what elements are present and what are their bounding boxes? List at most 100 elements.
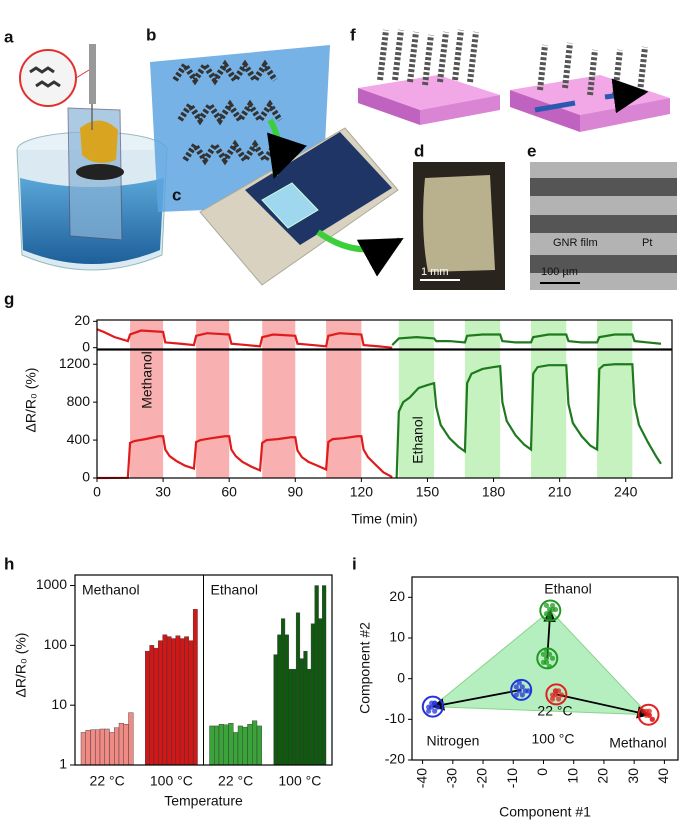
- point: [643, 712, 649, 718]
- bar: [128, 712, 134, 766]
- x-tick-label: 150: [416, 484, 440, 500]
- illustration-c: [199, 118, 404, 286]
- point: [435, 704, 441, 710]
- region: [431, 609, 650, 716]
- bar: [158, 640, 163, 766]
- bar: [284, 634, 289, 766]
- point: [426, 708, 432, 714]
- y-tick-label: 10: [389, 629, 405, 645]
- point: [556, 696, 562, 702]
- y-tick-label: 400: [67, 431, 91, 447]
- point: [646, 708, 652, 714]
- exposure-band: [464, 320, 501, 478]
- x-tick-label: -20: [474, 768, 490, 788]
- bar: [233, 732, 239, 766]
- bar: [171, 638, 176, 766]
- bar: [295, 612, 301, 766]
- y-tick-label: 0: [397, 669, 405, 685]
- point: [516, 688, 522, 694]
- y-axis-title: ΔR/R₀ (%): [13, 633, 29, 698]
- exposure-band: [597, 320, 633, 478]
- plot-frame: [96, 319, 673, 350]
- point: [543, 655, 550, 661]
- point: [432, 700, 438, 706]
- shift-arrow: [431, 688, 522, 711]
- x-axis-title: Temperature: [164, 793, 243, 809]
- exposure-band: [398, 320, 435, 478]
- y-tick-label: 10: [51, 696, 67, 712]
- bar: [214, 725, 220, 766]
- section-label: Ethanol: [211, 582, 258, 598]
- scale-bar-label: 1 mm: [421, 266, 449, 278]
- point: [543, 659, 550, 666]
- bar: [292, 668, 297, 766]
- point: [549, 606, 556, 613]
- cluster-label: Methanol: [609, 735, 667, 751]
- annotation: Ethanol: [410, 416, 426, 463]
- bar: [123, 724, 129, 766]
- point: [546, 663, 553, 670]
- point: [432, 708, 438, 714]
- x-tick-label: 100 °C: [150, 773, 193, 789]
- scale-bar-label: 100 µm: [541, 266, 578, 278]
- point: [540, 651, 547, 657]
- data-line: [395, 363, 662, 479]
- x-tick-label: -10: [504, 768, 520, 788]
- bar: [277, 634, 282, 766]
- film-label: GNR film: [553, 237, 598, 249]
- y-tick-label: 800: [67, 393, 91, 409]
- point: [549, 696, 556, 702]
- bar: [307, 668, 312, 766]
- exposure-band: [262, 320, 296, 478]
- point: [516, 680, 522, 686]
- y-tick-label: 100: [44, 636, 68, 652]
- x-tick-label: 0: [93, 484, 101, 500]
- x-tick-label: 180: [482, 484, 506, 500]
- y-tick-label: -10: [385, 710, 405, 726]
- point: [519, 692, 525, 698]
- bar: [114, 727, 120, 766]
- y-tick-label: 1200: [59, 355, 90, 371]
- electrode-label: Pt: [642, 237, 652, 249]
- y-tick-label: 0: [82, 338, 90, 354]
- y-tick-label: -20: [385, 751, 405, 767]
- bar: [145, 650, 150, 766]
- bar: [162, 634, 168, 766]
- bar: [314, 585, 319, 766]
- bar: [209, 725, 215, 766]
- data-line: [96, 328, 393, 349]
- cluster-ring: [539, 599, 562, 622]
- x-tick-label: 90: [287, 484, 303, 500]
- cluster-label: 22 °C: [537, 703, 572, 719]
- point: [525, 688, 531, 694]
- panel-label: e: [527, 141, 536, 160]
- point: [549, 655, 556, 661]
- point: [649, 716, 655, 722]
- x-tick-label: 40: [655, 768, 671, 784]
- bar: [80, 732, 86, 766]
- bar: [184, 636, 189, 766]
- x-tick-label: 240: [614, 484, 638, 500]
- cluster-label: 100 °C: [532, 731, 575, 747]
- bar: [179, 638, 185, 766]
- cluster-ring: [637, 703, 660, 726]
- bar: [99, 728, 105, 766]
- plot-frame: [411, 576, 679, 761]
- bar: [218, 724, 224, 766]
- y-tick-label: 0: [82, 469, 90, 485]
- x-tick-label: 0: [534, 768, 550, 776]
- x-tick-label: 22 °C: [218, 773, 253, 789]
- bar: [166, 636, 172, 766]
- bar: [149, 645, 155, 766]
- panel-label: f: [350, 25, 356, 44]
- bar: [256, 725, 262, 766]
- plot-frame: [74, 574, 333, 766]
- x-tick-label: 100 °C: [278, 773, 321, 789]
- point: [513, 684, 519, 690]
- x-tick-label: 30: [625, 768, 641, 784]
- point: [640, 708, 646, 714]
- bar: [192, 609, 198, 766]
- panel-label: g: [4, 289, 14, 308]
- x-tick-label: 20: [595, 768, 611, 784]
